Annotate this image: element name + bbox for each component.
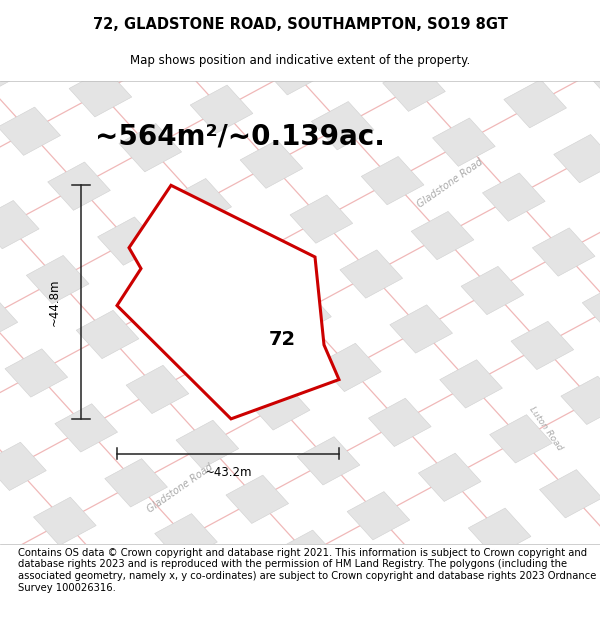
Text: ~564m²/~0.139ac.: ~564m²/~0.139ac. — [95, 122, 385, 151]
Polygon shape — [176, 420, 239, 469]
Polygon shape — [0, 294, 18, 342]
Polygon shape — [397, 546, 460, 595]
Polygon shape — [0, 442, 46, 491]
Polygon shape — [55, 404, 118, 452]
Polygon shape — [383, 63, 445, 111]
Text: Gladstone Road: Gladstone Road — [415, 157, 485, 209]
Polygon shape — [290, 195, 353, 243]
Polygon shape — [197, 327, 260, 375]
Polygon shape — [532, 228, 595, 276]
Polygon shape — [297, 437, 360, 485]
Polygon shape — [148, 272, 210, 320]
Polygon shape — [34, 497, 96, 546]
Polygon shape — [247, 382, 310, 430]
Polygon shape — [140, 30, 203, 79]
Polygon shape — [390, 305, 452, 353]
Polygon shape — [98, 217, 160, 265]
Polygon shape — [83, 552, 146, 601]
Polygon shape — [117, 185, 339, 419]
Polygon shape — [347, 492, 410, 540]
Polygon shape — [190, 85, 253, 133]
Polygon shape — [368, 398, 431, 446]
Polygon shape — [504, 79, 566, 128]
Polygon shape — [311, 101, 374, 150]
Polygon shape — [105, 459, 167, 507]
Polygon shape — [269, 288, 331, 337]
Polygon shape — [340, 250, 403, 298]
Polygon shape — [226, 475, 289, 524]
Polygon shape — [333, 8, 395, 56]
Text: Luton Road: Luton Road — [527, 404, 565, 452]
Polygon shape — [5, 349, 68, 397]
Polygon shape — [69, 69, 132, 117]
Polygon shape — [0, 107, 61, 156]
Polygon shape — [205, 569, 267, 617]
Polygon shape — [461, 266, 524, 314]
Polygon shape — [19, 14, 82, 62]
Polygon shape — [411, 211, 474, 260]
Polygon shape — [511, 321, 574, 369]
Polygon shape — [219, 233, 281, 282]
Polygon shape — [0, 52, 11, 101]
Polygon shape — [126, 365, 189, 414]
Polygon shape — [0, 201, 39, 249]
Polygon shape — [276, 530, 338, 578]
Text: Map shows position and indicative extent of the property.: Map shows position and indicative extent… — [130, 54, 470, 68]
Polygon shape — [490, 414, 553, 463]
Polygon shape — [561, 376, 600, 424]
Polygon shape — [440, 360, 502, 408]
Polygon shape — [47, 162, 110, 211]
Polygon shape — [454, 24, 517, 73]
Polygon shape — [262, 47, 324, 95]
Polygon shape — [468, 508, 531, 556]
Polygon shape — [433, 118, 495, 166]
Text: ~44.8m: ~44.8m — [47, 278, 61, 326]
Polygon shape — [319, 343, 381, 392]
Text: ~43.2m: ~43.2m — [204, 466, 252, 479]
Text: 72, GLADSTONE ROAD, SOUTHAMPTON, SO19 8GT: 72, GLADSTONE ROAD, SOUTHAMPTON, SO19 8G… — [92, 17, 508, 32]
Polygon shape — [76, 311, 139, 359]
Text: 72: 72 — [269, 329, 296, 349]
Polygon shape — [575, 41, 600, 89]
Polygon shape — [326, 585, 388, 625]
Text: Gladstone Road: Gladstone Road — [145, 462, 215, 514]
Polygon shape — [119, 124, 182, 172]
Polygon shape — [169, 179, 232, 227]
Polygon shape — [212, 0, 274, 40]
Polygon shape — [361, 156, 424, 205]
Text: Contains OS data © Crown copyright and database right 2021. This information is : Contains OS data © Crown copyright and d… — [18, 548, 596, 592]
Polygon shape — [482, 173, 545, 221]
Polygon shape — [155, 514, 217, 562]
Polygon shape — [539, 469, 600, 518]
Polygon shape — [26, 256, 89, 304]
Polygon shape — [554, 134, 600, 182]
Polygon shape — [582, 283, 600, 331]
Polygon shape — [418, 453, 481, 501]
Polygon shape — [240, 140, 303, 188]
